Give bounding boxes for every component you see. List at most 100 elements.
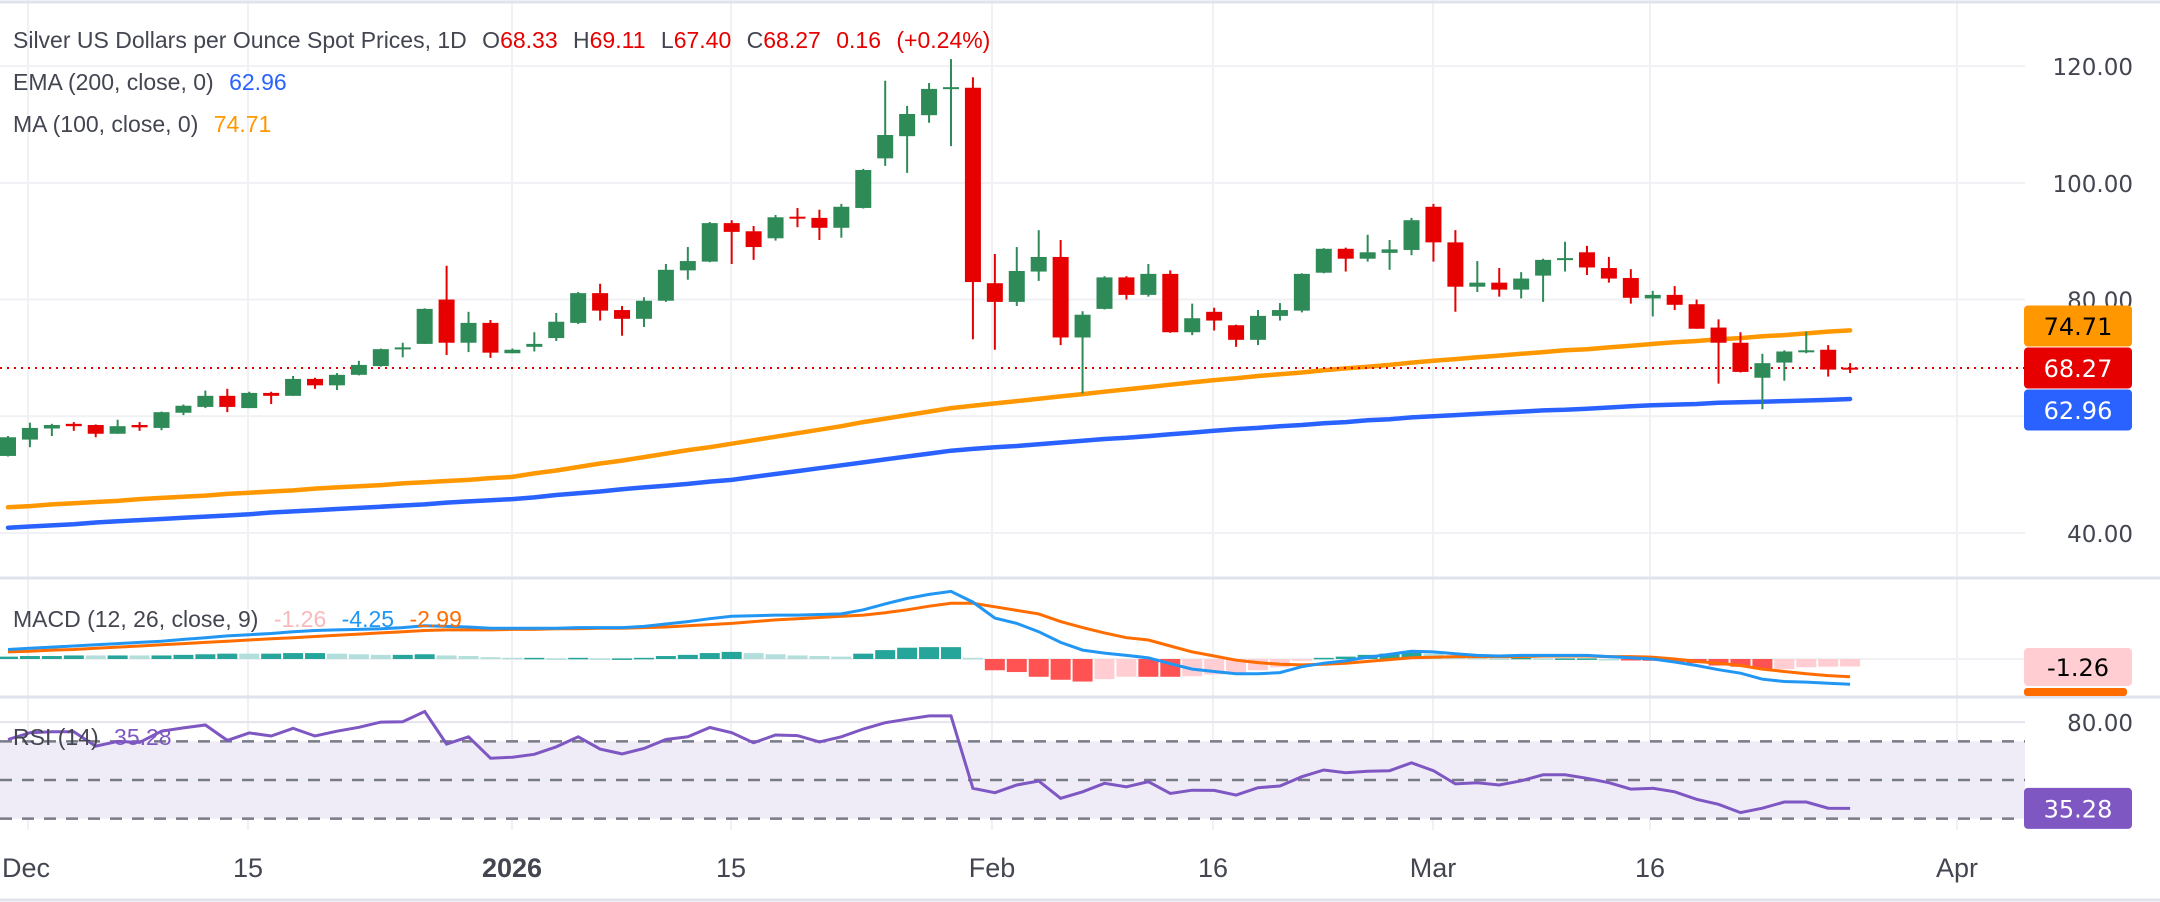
ma-label: MA (100, close, 0) (13, 111, 199, 137)
macd-histogram-bar (1818, 659, 1839, 667)
macd-histogram-bar (743, 653, 764, 659)
date-tick-label: 15 (716, 853, 746, 883)
macd-histogram-bar (370, 654, 391, 659)
candle-body (1315, 248, 1332, 273)
macd-histogram-bar (458, 656, 479, 659)
candle-body (1250, 315, 1267, 340)
macd-histogram-bar (85, 655, 106, 659)
price-tick-label: 40.00 (2067, 522, 2133, 548)
open-label: O (482, 27, 501, 53)
close-price-tag: 68.27 (2024, 347, 2132, 389)
high-label: H (573, 27, 590, 53)
macd-histogram-bar (348, 654, 369, 659)
candle (307, 377, 324, 389)
candle (833, 203, 850, 238)
macd-histogram-tag: -1.26 (2024, 648, 2132, 686)
macd-histogram-bar (1138, 659, 1159, 677)
candle (1293, 273, 1310, 313)
candle (1754, 353, 1771, 410)
macd-histogram-bar (1050, 659, 1071, 680)
macd-histogram-bar (1555, 658, 1576, 660)
candle-body (1578, 252, 1595, 268)
candle (482, 319, 499, 358)
macd-histogram-bar (677, 654, 698, 659)
candle-body (87, 425, 104, 434)
macd-histogram-bar (853, 653, 874, 659)
macd-histogram-bar (1248, 659, 1269, 671)
candle (548, 312, 565, 341)
candle (21, 422, 38, 448)
candle (855, 168, 872, 209)
macd-histogram-bar (590, 658, 611, 660)
candle (153, 411, 170, 431)
macd-line-value: -4.25 (341, 606, 395, 632)
rsi-value: 35.28 (114, 724, 172, 750)
ema-legend[interactable]: EMA (200, close, 0) 62.96 (13, 68, 296, 96)
rsi-legend[interactable]: RSI (14) 35.28 (13, 723, 181, 751)
candle (350, 360, 367, 376)
candle (175, 404, 192, 416)
macd-histogram-bar (1489, 658, 1510, 660)
ma-legend[interactable]: MA (100, close, 0) 74.71 (13, 110, 280, 138)
candle (1074, 311, 1091, 394)
macd-histogram-tag-bg (2024, 648, 2132, 686)
time-axis[interactable]: Dec 15 2026 15 Feb 16 Mar 16 Apr (2, 853, 1978, 883)
main-series-legend[interactable]: Silver US Dollars per Ounce Spot Prices,… (13, 26, 999, 54)
candle-body (482, 322, 499, 353)
candle (1184, 303, 1201, 336)
macd-histogram-bar (305, 653, 326, 659)
candle-body (372, 349, 389, 367)
date-tick-label: Mar (1410, 853, 1457, 883)
macd-label: MACD (12, 26, close, 9) (13, 606, 259, 632)
candle (1052, 240, 1069, 346)
candle (723, 220, 740, 264)
candle-body (307, 378, 324, 386)
macd-histogram-bar (1730, 659, 1751, 667)
candle-body (1557, 258, 1574, 261)
candle (438, 265, 455, 355)
candle-body (285, 378, 302, 396)
candle-body (504, 349, 521, 354)
candle-body (1798, 350, 1815, 353)
macd-histogram-bar (633, 657, 654, 660)
candle (372, 348, 389, 367)
candle (811, 209, 828, 241)
macd-histogram-bar (1598, 659, 1619, 661)
candle-body (723, 223, 740, 232)
candle-body (1644, 294, 1661, 299)
date-tick-label: 2026 (482, 853, 542, 883)
candle-body (877, 135, 894, 159)
candle-body (635, 300, 652, 319)
close-label: C (746, 27, 764, 53)
macd-histogram-bar (1226, 659, 1247, 673)
macd-legend[interactable]: MACD (12, 26, close, 9) -1.26 -4.25 -2.9… (13, 605, 471, 633)
candle (131, 422, 148, 431)
candle-body (1732, 342, 1749, 372)
macd-histogram-bar (546, 658, 567, 660)
date-tick-label: Apr (1936, 853, 1978, 883)
candle-body (1359, 252, 1376, 259)
ma-value: 74.71 (213, 111, 272, 137)
candle (1535, 258, 1552, 302)
macd-histogram-value: -1.26 (273, 606, 327, 632)
date-tick-label: 15 (233, 853, 263, 883)
close-price-tag-bg (2024, 347, 2132, 389)
candle (635, 297, 652, 327)
candle (263, 391, 280, 405)
candle (570, 291, 587, 325)
candle-body (175, 405, 192, 413)
candle (899, 105, 916, 173)
macd-histogram-bar (1401, 652, 1422, 659)
candle-body (350, 364, 367, 375)
candle (1337, 247, 1354, 272)
macd-histogram-bar (107, 655, 128, 659)
high-value: 69.11 (589, 27, 646, 53)
macd-histogram-bar (1533, 658, 1554, 660)
close-value: 68.27 (763, 27, 821, 53)
low-label: L (660, 27, 674, 53)
ma-price-tag-text: 74.71 (2044, 313, 2113, 341)
macd-histogram-bar (1116, 659, 1137, 677)
macd-histogram-bar (392, 654, 413, 659)
